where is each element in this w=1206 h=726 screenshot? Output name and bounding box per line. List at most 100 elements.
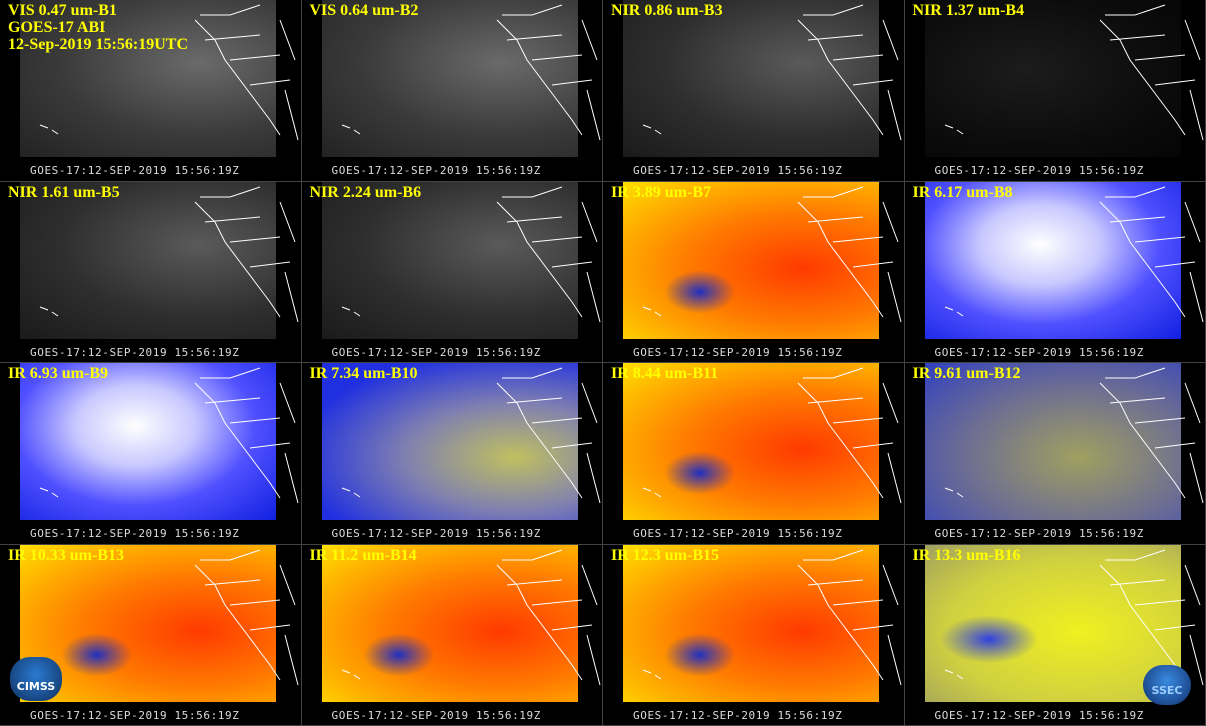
coastline	[642, 4, 902, 141]
panel: NIR 0.86 um-B3 GOES-17:12-SEP-2019 15:56:…	[603, 0, 905, 182]
panel: IR 11.2 um-B14 GOES-17:12-SEP-2019 15:56:…	[301, 544, 603, 726]
panel-footer: GOES-17:12-SEP-2019 15:56:19Z	[30, 527, 240, 540]
left-logo: CIMSS	[10, 657, 62, 701]
band-name: VIS 0.64 um-B2	[309, 2, 419, 19]
satellite-image	[623, 544, 879, 702]
coastline	[39, 186, 299, 322]
band-label: VIS 0.47 um-B1 GOES-17 ABI 12-Sep-2019 15:…	[8, 2, 188, 53]
coastline	[944, 186, 1203, 322]
image-datetime: 12-Sep-2019 15:56:19UTC	[8, 36, 188, 53]
band-label: VIS 0.64 um-B2	[310, 2, 419, 19]
satellite-image	[321, 0, 578, 157]
band-label: IR 8.44 um-B11	[611, 365, 718, 382]
coastline	[944, 4, 1203, 141]
panel-footer: GOES-17:12-SEP-2019 15:56:19Z	[633, 345, 843, 359]
band-name: IR 12.3 um-B15	[611, 546, 720, 564]
coastline	[341, 367, 600, 504]
satellite-image	[924, 181, 1181, 339]
satellite-image	[321, 544, 578, 702]
band-label: IR 6.17 um-B8	[913, 184, 1013, 201]
band-label: NIR 0.86 um-B3	[611, 2, 723, 19]
satellite-image	[321, 181, 578, 339]
right-logo: SSEC	[1143, 665, 1191, 705]
satellite-image	[623, 181, 879, 339]
panel-footer: GOES-17:12-SEP-2019 15:56:19Z	[30, 345, 240, 359]
coastline	[642, 367, 902, 504]
band-name: IR 6.17 um-B8	[912, 183, 1013, 201]
band-label: NIR 2.24 um-B6	[310, 184, 422, 201]
band-label: IR 11.2 um-B14	[310, 547, 417, 564]
coastline	[944, 367, 1203, 504]
band-name: IR 8.44 um-B11	[611, 365, 719, 382]
panel: IR 7.34 um-B10 GOES-17:12-SEP-2019 15:56:…	[301, 363, 603, 545]
coastline	[944, 549, 1203, 685]
coastline	[642, 549, 902, 685]
band-name: NIR 1.61 um-B5	[8, 183, 120, 201]
panel-footer: GOES-17:12-SEP-2019 15:56:19Z	[331, 527, 541, 540]
satellite-image	[924, 0, 1181, 157]
band-label: IR 3.89 um-B7	[611, 184, 711, 201]
panel-footer: GOES-17:12-SEP-2019 15:56:19Z	[934, 345, 1144, 359]
panel: IR 6.17 um-B8 GOES-17:12-SEP-2019 15:56:1…	[904, 181, 1206, 363]
band-label: NIR 1.61 um-B5	[8, 184, 120, 201]
coastline	[341, 4, 600, 141]
panel: IR 13.3 um-B16 GOES-17:12-SEP-2019 15:56:…	[904, 544, 1206, 726]
satellite-image	[924, 544, 1181, 702]
panel-footer: GOES-17:12-SEP-2019 15:56:19Z	[331, 164, 541, 177]
band-label: IR 7.34 um-B10	[310, 365, 418, 382]
coastline	[642, 186, 902, 322]
band-name: IR 10.33 um-B13	[8, 546, 125, 564]
band-label: IR 9.61 um-B12	[913, 365, 1021, 382]
satellite-image	[20, 544, 276, 702]
satellite-image	[623, 0, 879, 157]
panel-footer: GOES-17:12-SEP-2019 15:56:19Z	[633, 708, 843, 722]
panel: NIR 1.61 um-B5 GOES-17:12-SEP-2019 15:56:…	[0, 181, 302, 363]
band-name: IR 11.2 um-B14	[309, 546, 417, 564]
panel-footer: GOES-17:12-SEP-2019 15:56:19Z	[331, 345, 541, 359]
coastline	[341, 549, 600, 685]
band-name: IR 9.61 um-B12	[912, 365, 1021, 382]
band-label: IR 6.93 um-B9	[8, 365, 108, 382]
coastline	[341, 186, 600, 322]
satellite-image	[321, 363, 578, 520]
band-name: IR 13.3 um-B16	[912, 546, 1021, 564]
band-label: IR 13.3 um-B16	[913, 547, 1021, 564]
satellite-image	[623, 363, 879, 520]
satellite-image	[20, 363, 276, 520]
satellite-image	[20, 0, 276, 157]
panel: NIR 1.37 um-B4 GOES-17:12-SEP-2019 15:56:…	[904, 0, 1206, 182]
coastline	[39, 4, 299, 141]
panel-footer: GOES-17:12-SEP-2019 15:56:19Z	[331, 708, 541, 722]
panel: IR 10.33 um-B13 GOES-17:12-SEP-2019 15:56…	[0, 544, 302, 726]
panel-footer: GOES-17:12-SEP-2019 15:56:19Z	[633, 527, 843, 540]
band-name: VIS 0.47 um-B1	[8, 2, 117, 19]
coastline	[39, 367, 299, 504]
band-label: NIR 1.37 um-B4	[913, 2, 1025, 19]
satellite-name: GOES-17 ABI	[8, 19, 106, 36]
panel: IR 12.3 um-B15 GOES-17:12-SEP-2019 15:56:…	[603, 544, 905, 726]
band-name: IR 7.34 um-B10	[309, 365, 418, 382]
band-name: NIR 2.24 um-B6	[309, 183, 422, 201]
band-label: IR 12.3 um-B15	[611, 547, 719, 564]
panel: VIS 0.64 um-B2 GOES-17:12-SEP-2019 15:56:…	[301, 0, 603, 182]
panel: IR 6.93 um-B9 GOES-17:12-SEP-2019 15:56:1…	[0, 363, 302, 545]
panel: IR 9.61 um-B12 GOES-17:12-SEP-2019 15:56:…	[904, 363, 1206, 545]
band-label: IR 10.33 um-B13	[8, 547, 124, 564]
band-name: IR 6.93 um-B9	[8, 365, 109, 382]
panel-footer: GOES-17:12-SEP-2019 15:56:19Z	[934, 164, 1144, 177]
panel: NIR 2.24 um-B6 GOES-17:12-SEP-2019 15:56:…	[301, 181, 603, 363]
satellite-image	[20, 181, 276, 339]
panel: IR 3.89 um-B7 GOES-17:12-SEP-2019 15:56:1…	[603, 181, 905, 363]
satellite-image	[924, 363, 1181, 520]
panel-footer: GOES-17:12-SEP-2019 15:56:19Z	[30, 708, 240, 722]
band-name: NIR 1.37 um-B4	[912, 2, 1025, 19]
panel-footer: GOES-17:12-SEP-2019 15:56:19Z	[934, 708, 1144, 722]
panel: VIS 0.47 um-B1 GOES-17 ABI 12-Sep-2019 15:…	[0, 0, 302, 182]
panel: IR 8.44 um-B11 GOES-17:12-SEP-2019 15:56:…	[603, 363, 905, 545]
panel-footer: GOES-17:12-SEP-2019 15:56:19Z	[633, 164, 843, 177]
band-name: IR 3.89 um-B7	[611, 183, 712, 201]
panel-footer: GOES-17:12-SEP-2019 15:56:19Z	[30, 164, 240, 177]
panel-footer: GOES-17:12-SEP-2019 15:56:19Z	[934, 527, 1144, 540]
band-name: NIR 0.86 um-B3	[611, 2, 723, 19]
